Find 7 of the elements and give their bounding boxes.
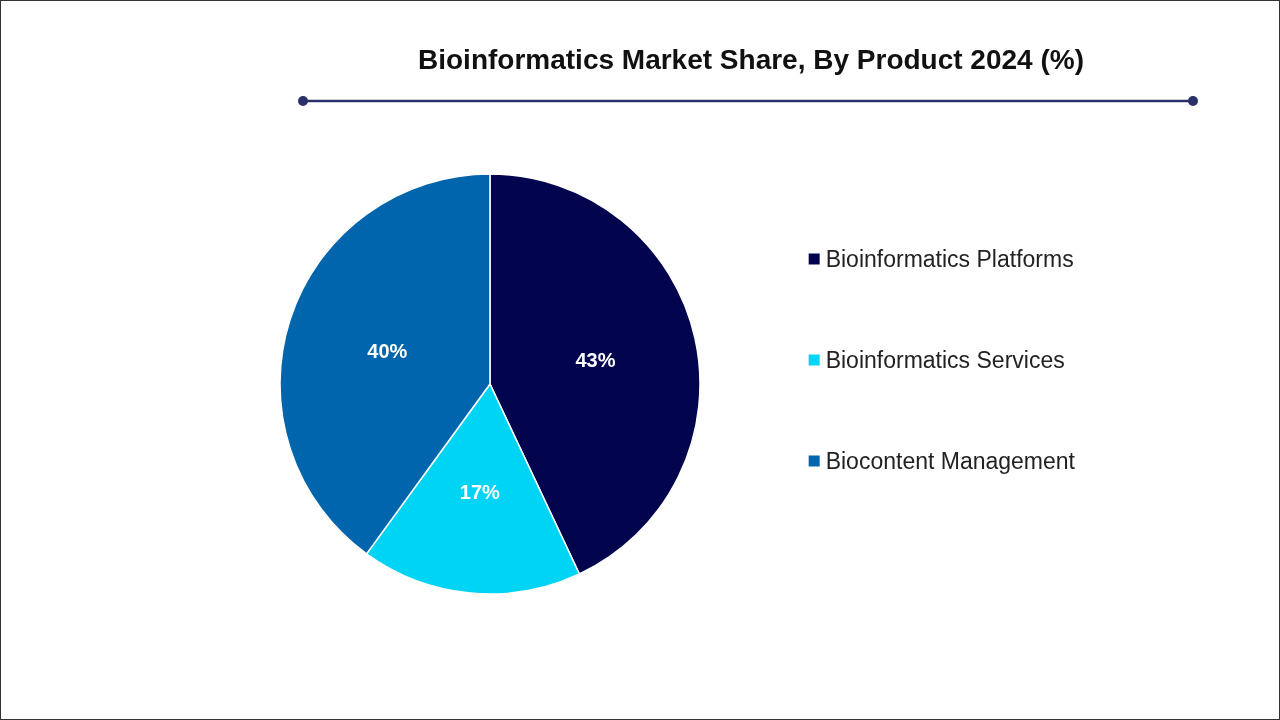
legend-label: Biocontent Management — [825, 448, 1076, 474]
legend-label: Bioinformatics Services — [825, 347, 1065, 373]
data-label: 43% — [575, 349, 616, 372]
data-label: 17% — [459, 480, 501, 503]
legend-label: Bioinformatics Platforms — [825, 246, 1074, 272]
chart-title: Bioinformatics Market Share, By Product 2024 (%) — [418, 43, 1084, 75]
data-label: 40% — [367, 339, 408, 362]
